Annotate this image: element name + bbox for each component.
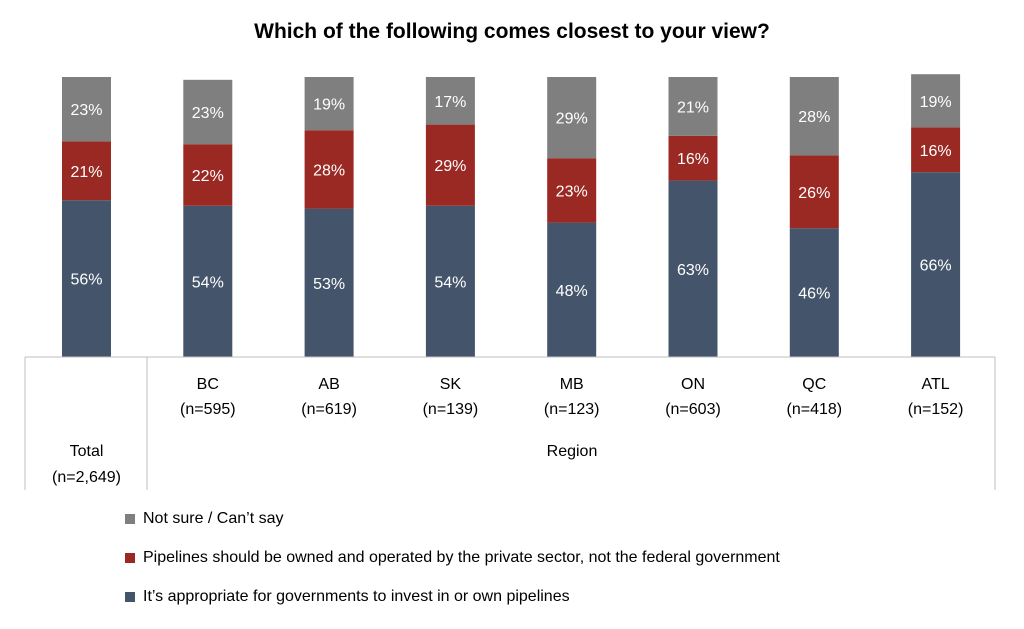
bar-ab-series-2 [304,130,354,209]
category-n-qc: (n=418) [787,401,843,418]
category-label-total: Total [70,443,104,460]
data-label-sk-series-1: 54% [434,274,466,291]
data-label-sk-series-3: 17% [434,94,466,111]
legend-label-2: Pipelines should be owned and operated b… [143,549,780,566]
bar-mb-series-3 [547,77,597,159]
legend-swatch-2 [125,553,135,563]
bar-total-series-1 [62,200,111,357]
data-label-bc-series-1: 54% [192,274,224,291]
bar-sk-series-2 [425,124,475,206]
bar-ab-series-1 [304,208,354,357]
bar-total-series-3 [62,77,111,142]
legend-swatch-3 [125,514,135,524]
legend-swatch-1 [125,592,135,602]
category-n-bc: (n=595) [180,401,236,418]
category-label-sk: SK [440,376,462,393]
legend-label-3: Not sure / Can’t say [143,510,284,527]
data-label-ab-series-1: 53% [313,276,345,293]
category-label-ab: AB [318,376,339,393]
data-label-sk-series-2: 29% [434,158,466,175]
category-label-mb: MB [560,376,584,393]
bar-on-series-2 [668,135,718,181]
data-label-ab-series-2: 28% [313,162,345,179]
group-label-region: Region [547,443,598,460]
data-label-bc-series-2: 22% [192,168,224,185]
data-label-qc-series-1: 46% [798,286,830,303]
data-label-total-series-2: 21% [70,164,102,181]
bar-total-series-2 [62,141,111,201]
category-n-total: (n=2,649) [52,469,121,486]
category-label-atl: ATL [922,376,950,393]
chart-title: Which of the following comes closest to … [254,20,770,43]
data-label-bc-series-3: 23% [192,105,224,122]
bar-bc-series-3 [183,79,233,145]
data-label-on-series-2: 16% [677,151,709,168]
data-label-on-series-3: 21% [677,99,709,116]
bar-mb-series-1 [547,222,597,357]
data-label-mb-series-2: 23% [556,183,588,200]
bar-ab-series-3 [304,77,354,131]
bar-atl-series-3 [911,74,961,128]
data-label-qc-series-3: 28% [798,109,830,126]
bar-on-series-3 [668,77,718,136]
bar-on-series-1 [668,180,718,357]
bar-atl-series-1 [911,172,961,357]
data-label-atl-series-2: 16% [920,143,952,160]
data-label-total-series-1: 56% [70,272,102,289]
category-label-on: ON [681,376,705,393]
category-label-qc: QC [802,376,826,393]
data-label-on-series-1: 63% [677,262,709,279]
bar-bc-series-2 [183,144,233,206]
data-label-atl-series-3: 19% [920,94,952,111]
data-label-mb-series-3: 29% [556,111,588,128]
data-label-ab-series-3: 19% [313,97,345,114]
legend-label-1: It’s appropriate for governments to inve… [143,588,570,605]
category-n-ab: (n=619) [301,401,357,418]
category-n-atl: (n=152) [908,401,964,418]
legend-item-3: Not sure / Can’t say [125,510,284,528]
category-label-bc: BC [197,376,219,393]
bar-qc-series-2 [789,155,839,229]
bar-mb-series-2 [547,158,597,223]
category-n-sk: (n=139) [423,401,479,418]
category-n-mb: (n=123) [544,401,600,418]
bar-qc-series-3 [789,77,839,156]
category-n-on: (n=603) [665,401,721,418]
legend-item-1: It’s appropriate for governments to inve… [125,588,570,606]
legend-item-2: Pipelines should be owned and operated b… [125,549,780,567]
bar-sk-series-3 [425,77,475,125]
bar-atl-series-2 [911,127,961,173]
bar-bc-series-1 [183,205,233,357]
data-label-qc-series-2: 26% [798,185,830,202]
bar-qc-series-1 [789,228,839,357]
bar-sk-series-1 [425,205,475,357]
data-label-total-series-3: 23% [70,102,102,119]
data-label-mb-series-1: 48% [556,283,588,300]
data-label-atl-series-1: 66% [920,258,952,275]
